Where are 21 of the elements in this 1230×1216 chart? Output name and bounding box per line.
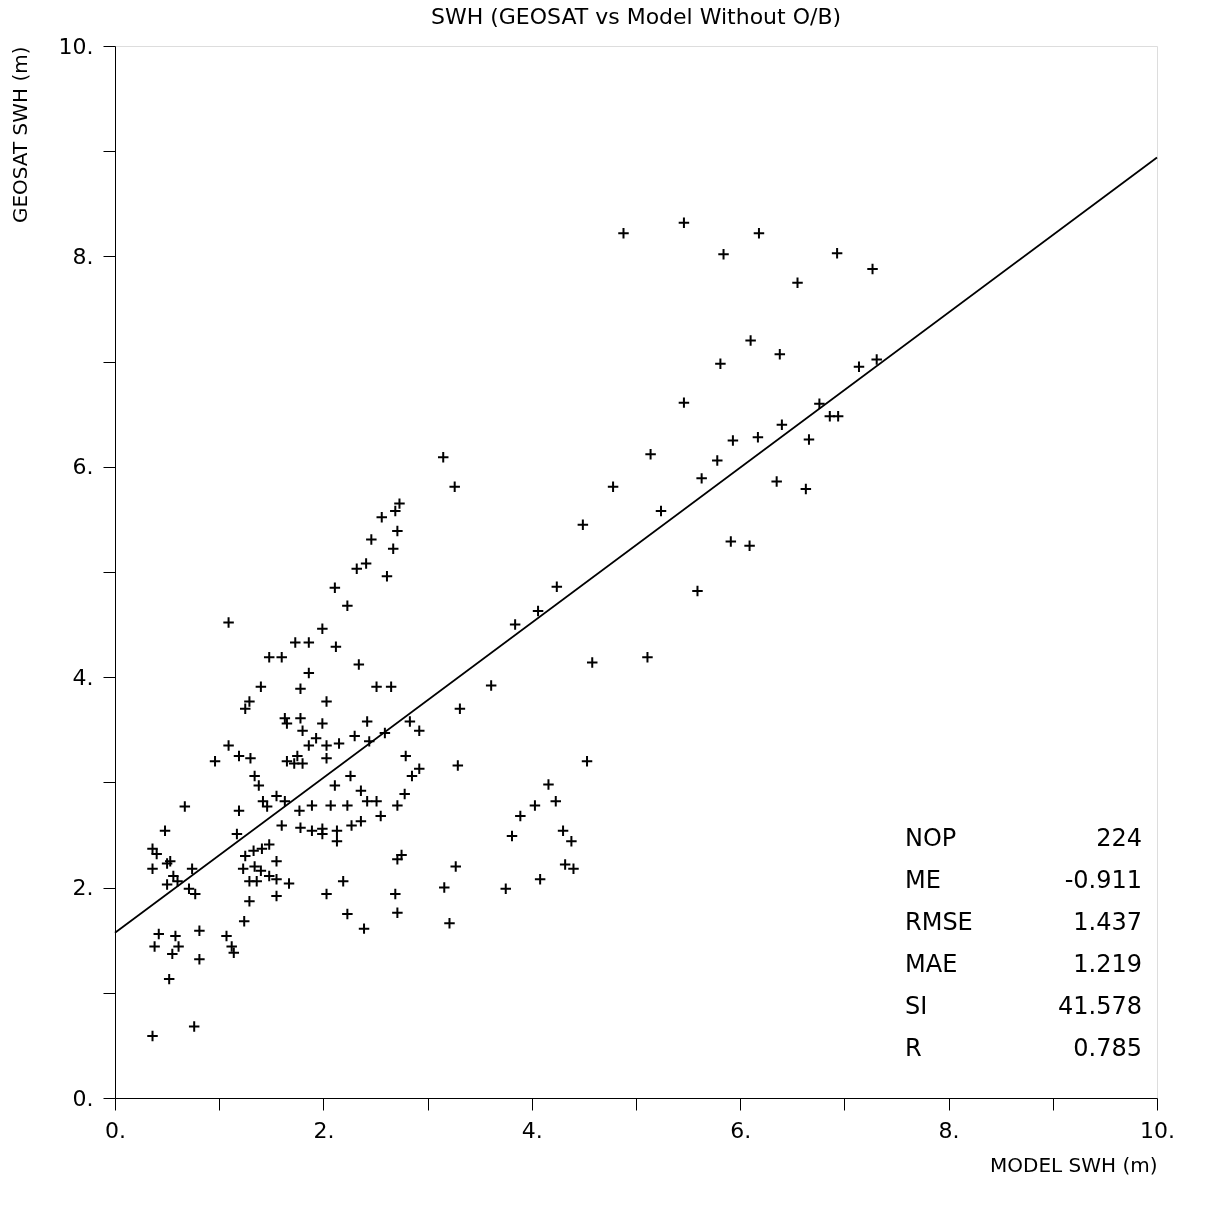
y-axis-title: GEOSAT SWH (m) xyxy=(7,46,32,224)
chart-title: SWH (GEOSAT vs Model Without O/B) xyxy=(430,4,842,29)
text: NOP 224 xyxy=(905,824,1142,852)
y-tick-label: 0. xyxy=(72,1085,94,1111)
text: ME -0.911 xyxy=(905,866,1142,894)
x-tick-label: 8. xyxy=(938,1117,960,1143)
y-tick-label: 6. xyxy=(72,454,94,480)
text: R 0.785 xyxy=(905,1034,1142,1062)
y-tick-label: 8. xyxy=(72,243,94,269)
x-tick-label: 4. xyxy=(521,1117,543,1143)
x-axis-title: MODEL SWH (m) xyxy=(990,1152,1158,1177)
text: SI 41.578 xyxy=(905,992,1142,1020)
x-tick-label: 0. xyxy=(105,1117,126,1143)
y-tick-label: 4. xyxy=(72,664,94,690)
x-tick-label: 10. xyxy=(1140,1117,1175,1143)
text: MAE 1.219 xyxy=(905,950,1142,978)
y-tick-label: 10. xyxy=(58,33,94,59)
x-tick-label: 2. xyxy=(313,1117,335,1143)
text: RMSE 1.437 xyxy=(905,908,1142,936)
x-tick-label: 6. xyxy=(730,1117,752,1143)
y-tick-label: 2. xyxy=(72,875,94,901)
